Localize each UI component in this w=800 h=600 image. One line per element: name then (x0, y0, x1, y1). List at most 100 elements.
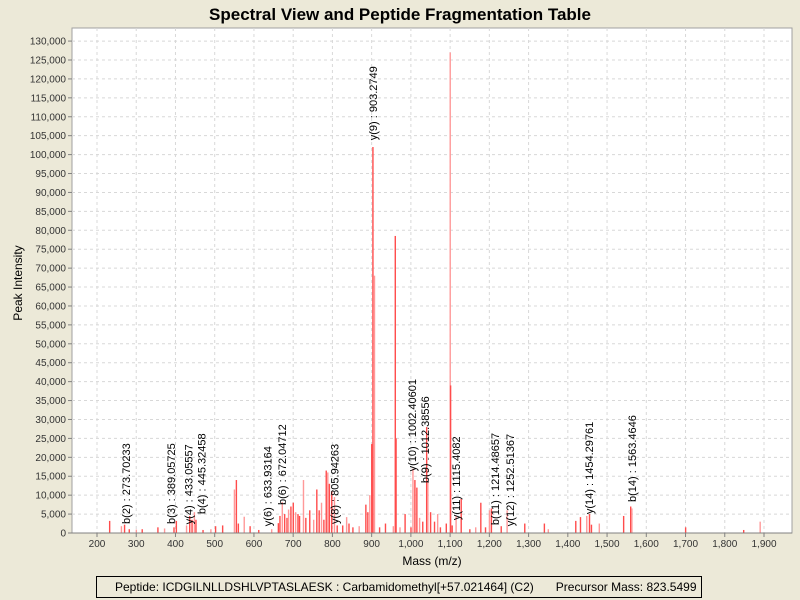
x-axis-label: Mass (m/z) (402, 554, 461, 568)
peak-bar (436, 514, 439, 533)
x-tick-label: 900 (363, 539, 380, 550)
peaks (108, 52, 761, 534)
peak-bar (460, 498, 462, 533)
y-tick-label: 55,000 (35, 320, 66, 331)
peptide-info-box: Peptide: ICDGILNLLDSHLVPTASLAESK : Carba… (96, 576, 702, 598)
peak-bar (298, 515, 301, 533)
peak-bar (235, 480, 238, 533)
peak-bar (302, 480, 305, 533)
spectrum-chart: b(2) : 273.70233 b(3) : 389.05725 y(4) : 4… (11, 5, 793, 568)
x-tick-label: 700 (285, 539, 302, 550)
peak-bar (237, 523, 240, 533)
peak-bar (429, 512, 432, 533)
peak-bar (469, 529, 471, 533)
peak-bar (214, 526, 217, 533)
peak-bar (320, 502, 323, 533)
peak-bar (173, 527, 175, 533)
fragment-annotation: y(11) : 1115.4082 (451, 436, 463, 520)
x-tick-label: 1,600 (634, 539, 659, 550)
y-tick-label: 105,000 (30, 131, 67, 142)
y-tick-label: 65,000 (35, 283, 66, 294)
y-tick-label: 5,000 (41, 510, 66, 521)
fragment-annotation: y(4) : 433.05557 (183, 444, 195, 524)
peak-bar (586, 515, 588, 533)
fragment-annotation: y(6) : 633.93164 (262, 446, 274, 526)
peak-bar (135, 529, 138, 533)
peak-bar (221, 525, 224, 533)
peak-bar (120, 526, 123, 533)
peak-bar (372, 147, 374, 534)
peak-bar (283, 514, 286, 533)
chart-title: Spectral View and Peptide Fragmentation … (209, 5, 591, 24)
peak-bar (336, 525, 338, 533)
peak-bar (328, 483, 331, 533)
y-tick-label: 45,000 (35, 358, 66, 369)
fragment-annotation: b(14) : 1563.4646 (627, 415, 639, 502)
peak-bar (579, 517, 582, 533)
y-tick-label: 75,000 (35, 245, 66, 256)
peak-bar (318, 510, 320, 533)
y-tick-label: 85,000 (35, 207, 66, 218)
peak-bar (433, 521, 436, 533)
peak-bar (684, 527, 687, 533)
peak-bar (445, 523, 447, 533)
peak-bar (414, 480, 416, 533)
y-tick-label: 10,000 (35, 491, 66, 502)
peak-bar (185, 525, 188, 533)
peak-bar (588, 514, 591, 533)
peak-bar (367, 512, 369, 533)
peak-bar (480, 502, 482, 533)
peak-bar (258, 529, 260, 533)
peptide-sequence: Peptide: ICDGILNLLDSHLVPTASLAESK : Carba… (115, 580, 534, 594)
peak-bar (506, 510, 508, 533)
peak-bar (290, 506, 292, 533)
peak-bar (358, 526, 360, 533)
peak-bar (412, 468, 414, 533)
peak-bar (365, 504, 367, 533)
peak-bar (410, 527, 412, 533)
y-tick-label: 80,000 (35, 226, 66, 237)
y-tick-label: 130,000 (30, 37, 67, 48)
peak-bar (312, 519, 315, 533)
peak-bar (128, 529, 130, 533)
fragment-annotation: y(14) : 1454.29761 (584, 422, 596, 514)
peak-bar (175, 520, 178, 533)
peak-bar (475, 527, 477, 533)
peak-bar (345, 517, 348, 533)
peak-bar (202, 529, 204, 533)
peak-bar (294, 512, 297, 533)
annotations: b(2) : 273.70233 b(3) : 389.05725 y(4) : 4… (121, 66, 639, 526)
y-tick-label: 35,000 (35, 396, 66, 407)
peak-bar (157, 527, 159, 533)
peak-bar (270, 529, 273, 533)
peak-bar (210, 529, 212, 533)
peak-bar (490, 508, 493, 533)
peak-bar (348, 523, 350, 533)
peak-bar (384, 523, 387, 533)
fragment-annotation: b(9) : 1012.38556 (420, 396, 432, 483)
peak-bar (427, 481, 429, 533)
peak-bar (243, 516, 245, 533)
peak-bar (108, 520, 111, 533)
fragment-annotation: y(9) : 903.2749 (368, 66, 380, 140)
peak-bar (297, 514, 299, 533)
peak-bar (327, 472, 329, 533)
peak-bar (305, 517, 307, 533)
x-tick-label: 500 (206, 539, 223, 550)
fragment-annotation: y(10) : 1002.40601 (407, 379, 419, 471)
y-tick-label: 60,000 (35, 301, 66, 312)
y-tick-label: 100,000 (30, 150, 67, 161)
peak-bar (378, 527, 381, 533)
peak-bar (141, 529, 143, 533)
x-tick-label: 1,800 (712, 539, 737, 550)
y-tick-label: 120,000 (30, 74, 67, 85)
peak-bar (323, 519, 325, 533)
peak-bar (191, 519, 193, 533)
x-tick-label: 1,500 (595, 539, 620, 550)
x-tick-label: 200 (89, 539, 106, 550)
peak-bar (422, 521, 424, 533)
peak-bar (195, 519, 197, 533)
peak-bar (316, 489, 318, 533)
peak-bar (233, 489, 236, 533)
peak-bar (279, 515, 281, 533)
